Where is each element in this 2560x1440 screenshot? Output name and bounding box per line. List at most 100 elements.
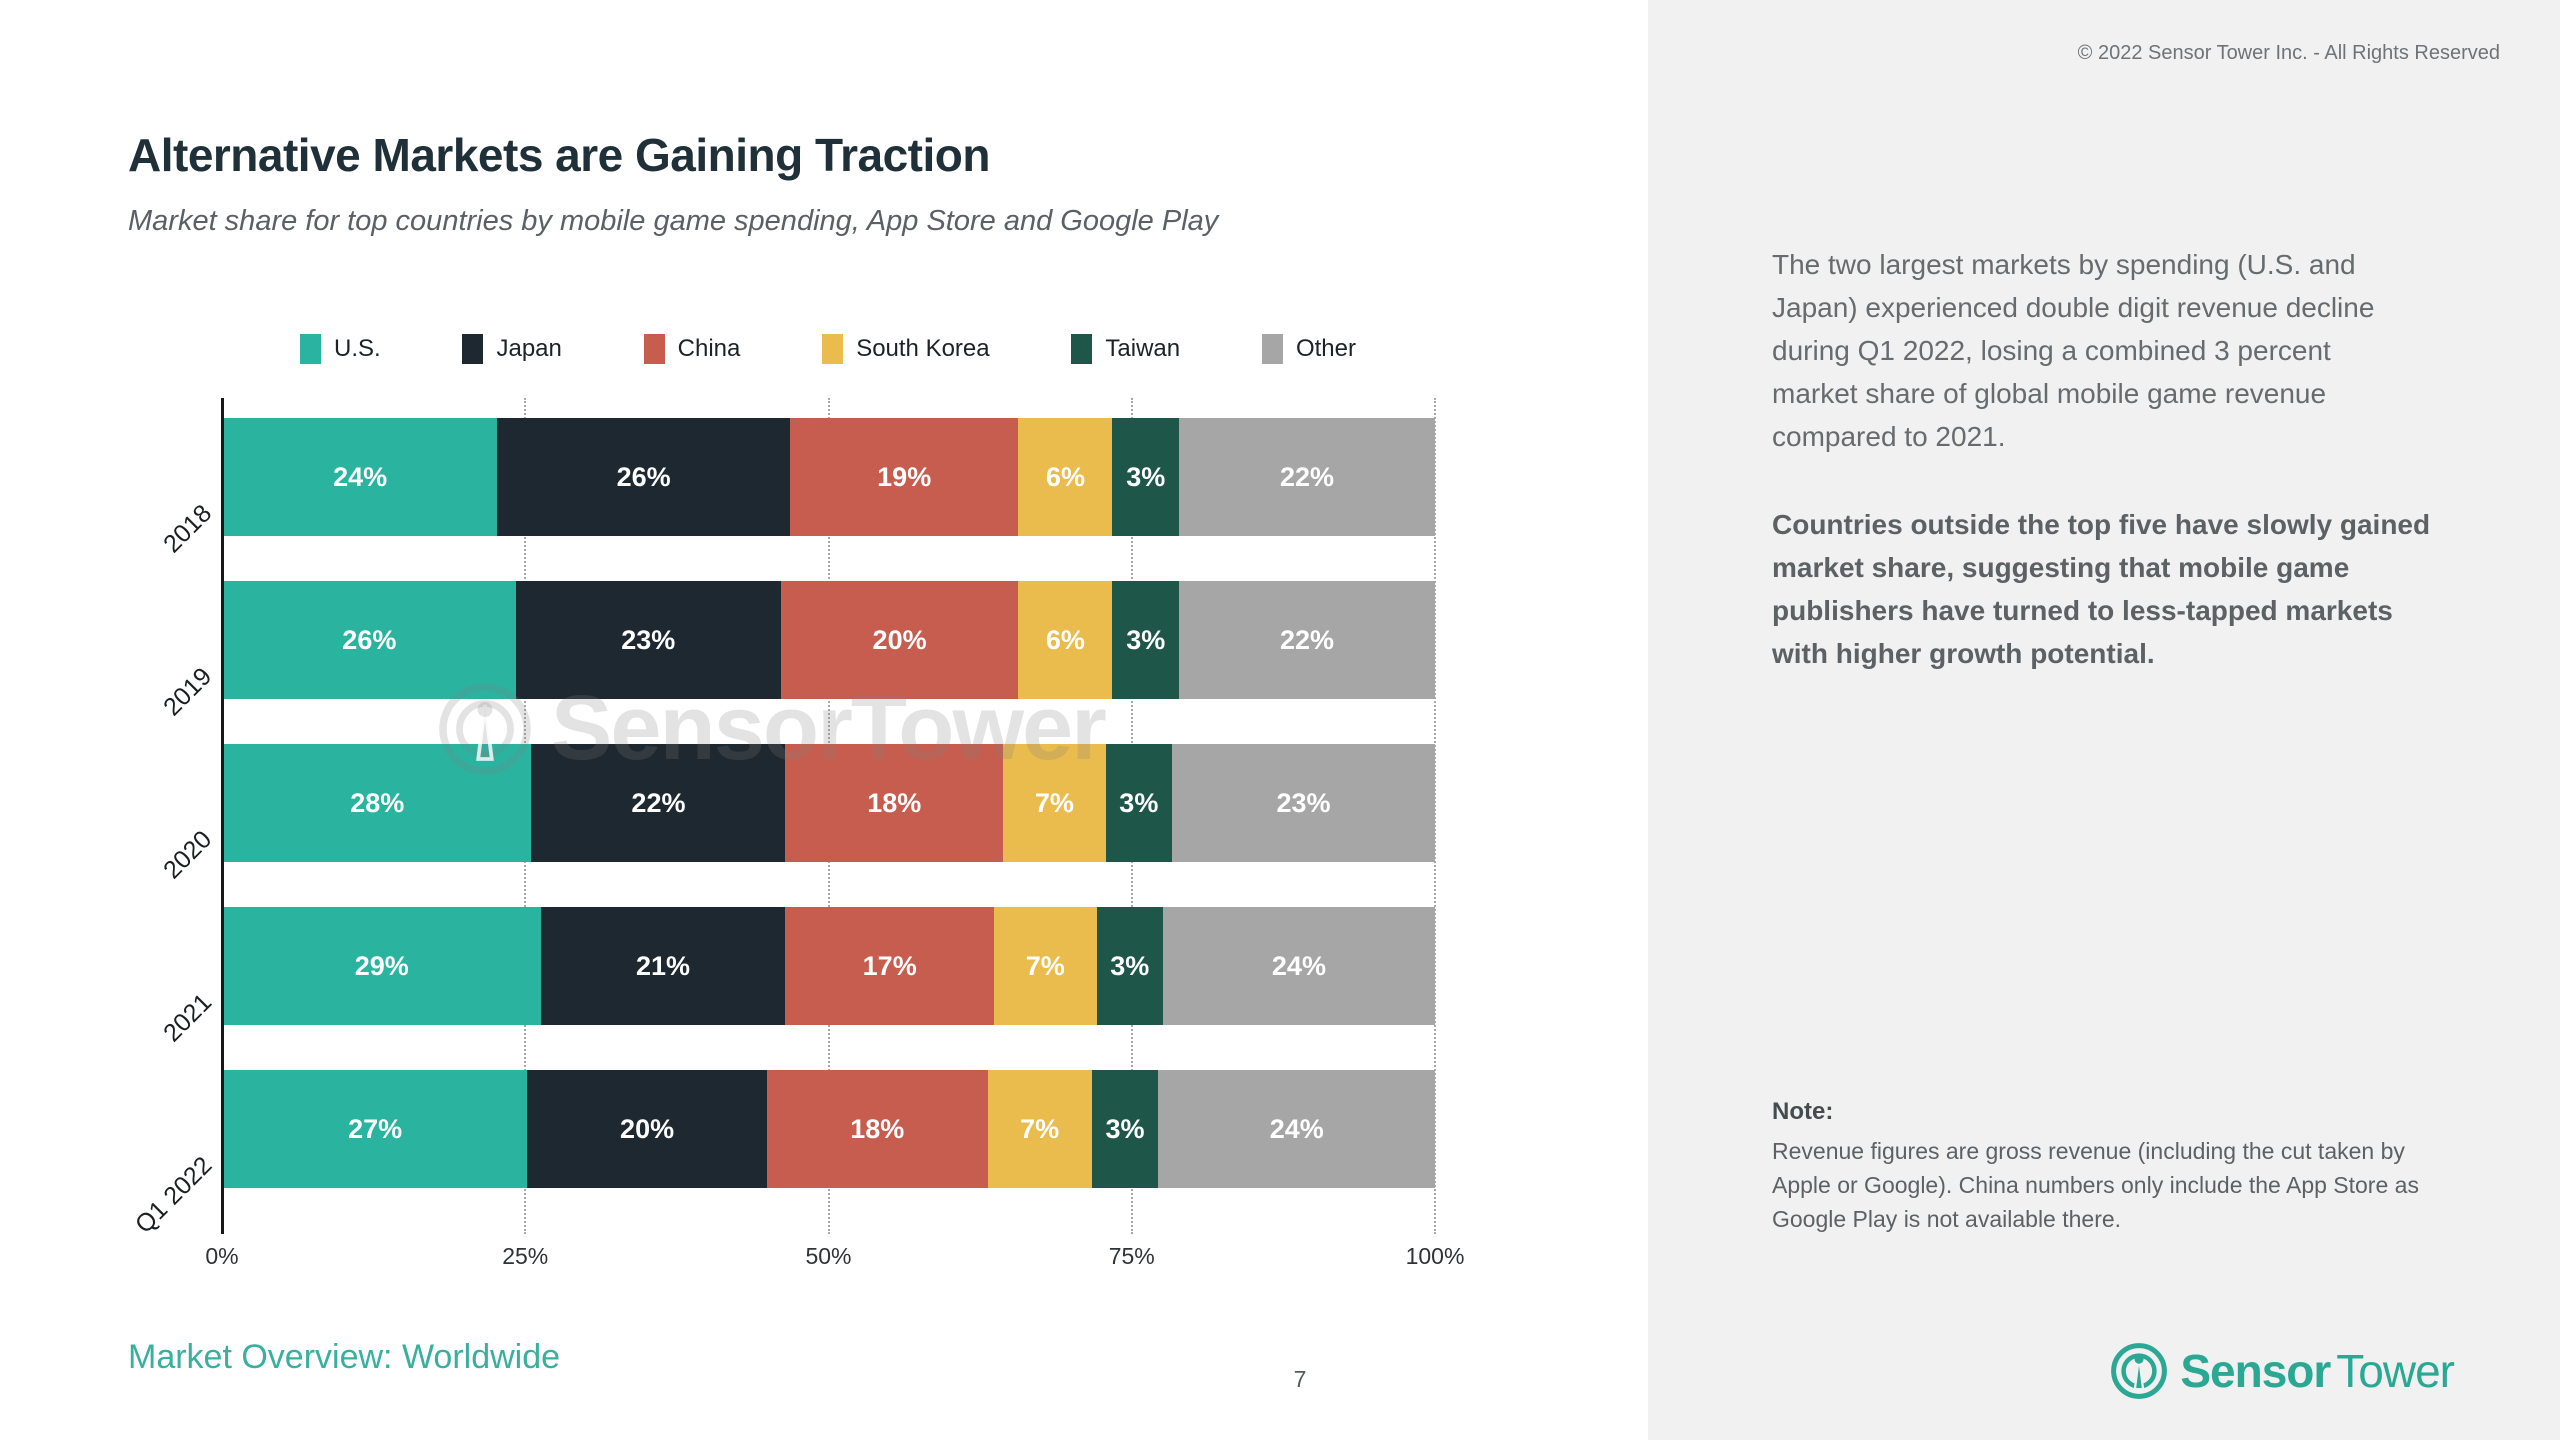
sensor-tower-logo: Sensor Tower xyxy=(2110,1342,2455,1400)
logo-text: Sensor Tower xyxy=(2180,1344,2455,1398)
legend-swatch xyxy=(462,334,484,364)
bar-segment: 6% xyxy=(1018,418,1113,536)
bar-value-label: 22% xyxy=(1279,624,1335,655)
bar-value-label: 20% xyxy=(872,624,927,655)
bar-value-label: 24% xyxy=(1269,1113,1324,1144)
bar-segment: 20% xyxy=(527,1070,767,1188)
year-label: 2019 xyxy=(158,662,218,722)
bar-value-label: 28% xyxy=(350,787,405,818)
bar-segment: 28% xyxy=(223,744,532,862)
x-tick-label: 100% xyxy=(1405,1243,1465,1269)
x-tick-label: 50% xyxy=(805,1243,852,1269)
bar-value-label: 22% xyxy=(1280,461,1335,492)
chart-plot: SensorTower 24% 26% 19% 6% 3% 22% 2018 26% 23% 20… xyxy=(130,398,1436,1239)
footer-section-label: Market Overview: Worldwide xyxy=(128,1338,561,1376)
year-label: 2020 xyxy=(158,825,218,885)
note-block: Note: Revenue figures are gross revenue … xyxy=(1772,1098,2462,1236)
bar-segment: 24% xyxy=(1162,907,1435,1025)
legend-label: China xyxy=(677,335,741,362)
x-axis-ticks: 0% 25% 50% 75% 100% xyxy=(205,1243,1464,1273)
bar-segment: 22% xyxy=(531,744,786,862)
bar-segment: 24% xyxy=(223,418,498,536)
bar-value-label: 23% xyxy=(1276,787,1331,818)
year-label: 2021 xyxy=(158,988,218,1048)
bar-segment: 22% xyxy=(1179,418,1435,536)
bar-value-label: 21% xyxy=(635,950,691,981)
legend-label: Taiwan xyxy=(1105,335,1181,362)
bar-value-label: 24% xyxy=(1271,950,1326,981)
legend-item: Other xyxy=(1261,334,1356,364)
bar-segment: 18% xyxy=(785,744,1004,862)
bar-segment: 7% xyxy=(1003,744,1106,862)
legend-swatch xyxy=(822,334,844,364)
bar-segment: 3% xyxy=(1112,418,1180,536)
bar-segment: 3% xyxy=(1112,581,1180,699)
note-text: Revenue figures are gross revenue (inclu… xyxy=(1772,1138,2419,1232)
bar-segment: 22% xyxy=(1179,581,1435,699)
bar-value-label: 18% xyxy=(850,1113,905,1144)
bar-row: 24% 26% 19% 6% 3% 22% xyxy=(223,418,1435,536)
legend-item: China xyxy=(643,334,741,364)
logo-text-tower: Tower xyxy=(2336,1345,2455,1397)
note-label: Note: xyxy=(1772,1098,1834,1125)
bar-value-label: 18% xyxy=(867,787,922,818)
legend-label: Japan xyxy=(496,335,562,362)
bar-row: 27% 20% 18% 7% 3% 24% xyxy=(223,1070,1435,1188)
bar-segment: 3% xyxy=(1096,907,1163,1025)
legend-label: South Korea xyxy=(856,335,990,362)
bar-segment: 20% xyxy=(780,581,1019,699)
page-subtitle: Market share for top countries by mobile… xyxy=(128,205,1219,237)
x-tick-label: 75% xyxy=(1108,1243,1155,1269)
bar-value-label: 7% xyxy=(1020,1113,1060,1144)
legend-swatch xyxy=(643,334,665,364)
bar-row: 26% 23% 20% 6% 3% 22% xyxy=(223,581,1435,699)
bar-value-label: 20% xyxy=(620,1113,675,1144)
year-label: Q1 2022 xyxy=(129,1151,218,1239)
bar-segment: 19% xyxy=(789,418,1019,536)
bar-row: 28% 22% 18% 7% 3% 23% xyxy=(223,744,1436,862)
bar-value-label: 3% xyxy=(1119,787,1159,818)
copyright-text: © 2022 Sensor Tower Inc. - All Rights Re… xyxy=(2077,42,2500,64)
bar-value-label: 6% xyxy=(1045,461,1085,492)
legend-swatch xyxy=(1071,334,1093,364)
bar-segment: 23% xyxy=(515,581,781,699)
legend-item: South Korea xyxy=(822,334,990,364)
bar-segment: 7% xyxy=(987,1070,1092,1188)
bar-value-label: 7% xyxy=(1034,787,1074,818)
bar-row: 29% 21% 17% 7% 3% 24% xyxy=(223,907,1435,1025)
bar-segment: 6% xyxy=(1018,581,1113,699)
legend-label: Other xyxy=(1295,335,1356,362)
commentary-panel: © 2022 Sensor Tower Inc. - All Rights Re… xyxy=(1648,0,2560,1440)
bar-segment: 24% xyxy=(1158,1070,1435,1188)
bar-value-label: 29% xyxy=(354,950,409,981)
bar-value-label: 7% xyxy=(1025,950,1065,981)
bar-value-label: 27% xyxy=(348,1113,403,1144)
legend-swatch xyxy=(300,334,321,364)
bar-value-label: 24% xyxy=(333,461,388,492)
bar-segment: 21% xyxy=(540,907,786,1025)
bar-value-label: 3% xyxy=(1105,1113,1145,1144)
legend-label: U.S. xyxy=(334,335,381,362)
legend-swatch xyxy=(1261,334,1283,364)
commentary-paragraph: The two largest markets by spending (U.S… xyxy=(1772,249,2375,452)
y-axis-line xyxy=(221,398,224,1234)
bar-value-label: 22% xyxy=(631,787,686,818)
legend-item: Taiwan xyxy=(1071,334,1180,364)
bar-value-label: 3% xyxy=(1126,461,1166,492)
legend-item: U.S. xyxy=(300,334,381,364)
bar-segment: 29% xyxy=(223,907,541,1025)
bar-value-label: 26% xyxy=(342,624,397,655)
bar-segment: 3% xyxy=(1091,1070,1159,1188)
bar-segment: 17% xyxy=(785,907,994,1025)
chart-legend: U.S. Japan China South Korea Taiwan Other xyxy=(300,334,1356,364)
bar-segment: 3% xyxy=(1105,744,1172,862)
bar-segment: 26% xyxy=(497,418,790,536)
bar-value-label: 26% xyxy=(616,461,671,492)
x-tick-label: 0% xyxy=(205,1243,239,1269)
page-title: Alternative Markets are Gaining Traction xyxy=(128,129,990,181)
bar-value-label: 3% xyxy=(1110,950,1150,981)
bar-segment: 23% xyxy=(1171,744,1436,862)
bar-value-label: 6% xyxy=(1045,624,1085,655)
bar-segment: 27% xyxy=(223,1070,528,1188)
